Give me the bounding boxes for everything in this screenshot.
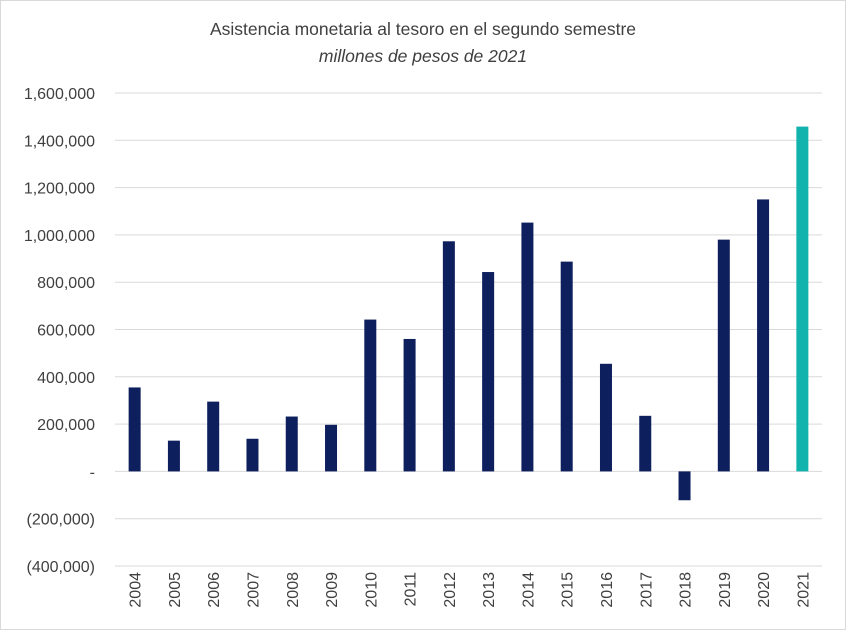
- x-tick-label: 2019: [717, 572, 734, 608]
- y-tick-label: -: [90, 464, 95, 481]
- bar-2021: [796, 126, 809, 472]
- x-tick-label: 2012: [442, 572, 459, 608]
- bar-2016: [599, 363, 612, 472]
- x-tick-label: 2009: [324, 572, 341, 608]
- bar-2015: [560, 261, 573, 472]
- bar-2008: [285, 416, 298, 472]
- bar-2009: [325, 424, 338, 472]
- x-tick-label: 2011: [403, 572, 420, 607]
- y-tick-label: 600,000: [37, 323, 95, 340]
- x-tick-label: 2015: [560, 572, 577, 608]
- y-tick-label: 200,000: [37, 417, 95, 434]
- bar-2017: [639, 415, 652, 472]
- x-tick-label: 2016: [599, 572, 616, 608]
- x-tick-label: 2010: [363, 572, 380, 608]
- y-tick-label: 800,000: [37, 275, 95, 292]
- bar-2006: [207, 401, 220, 472]
- x-tick-label: 2007: [245, 572, 262, 608]
- x-tick-label: 2008: [285, 572, 302, 608]
- gridlines: [115, 92, 822, 567]
- x-tick-label: 2017: [638, 572, 655, 608]
- bar-2020: [757, 199, 770, 472]
- bar-2005: [167, 440, 180, 472]
- x-tick-label: 2018: [678, 572, 695, 608]
- x-tick-label: 2021: [795, 572, 812, 608]
- x-axis-ticks: 2004 2005 2006 2007 2008 2009 2010 2011 2012 2013…: [128, 572, 813, 608]
- y-tick-label: 1,400,000: [24, 133, 95, 150]
- y-tick-label: 400,000: [37, 370, 95, 387]
- bar-2018: [678, 471, 691, 501]
- x-tick-label: 2004: [128, 572, 145, 608]
- chart-title: Asistencia monetaria al tesoro en el seg…: [209, 19, 637, 39]
- bar-2007: [246, 438, 259, 472]
- y-tick-label: 1,600,000: [24, 86, 95, 103]
- x-tick-label: 2006: [206, 572, 223, 608]
- bar-2010: [364, 319, 377, 472]
- bars: [128, 126, 809, 501]
- x-tick-label: 2013: [481, 572, 498, 608]
- bar-2011: [403, 338, 416, 472]
- x-tick-label: 2005: [167, 572, 184, 608]
- y-axis-ticks: 1,600,000 1,400,000 1,200,000 1,000,000 800,…: [24, 86, 95, 576]
- bar-2004: [128, 387, 141, 472]
- y-tick-label: 1,000,000: [24, 228, 95, 245]
- x-tick-label: 2020: [756, 572, 773, 608]
- y-tick-label: (400,000): [27, 559, 96, 576]
- bar-2012: [442, 241, 455, 472]
- chart-subtitle: millones de pesos de 2021: [318, 46, 528, 66]
- y-tick-label: 1,200,000: [24, 181, 95, 198]
- y-tick-label: (200,000): [27, 512, 96, 529]
- x-tick-label: 2014: [520, 572, 537, 608]
- bar-2019: [717, 239, 730, 472]
- bar-2014: [521, 222, 534, 472]
- bar-2013: [482, 272, 495, 472]
